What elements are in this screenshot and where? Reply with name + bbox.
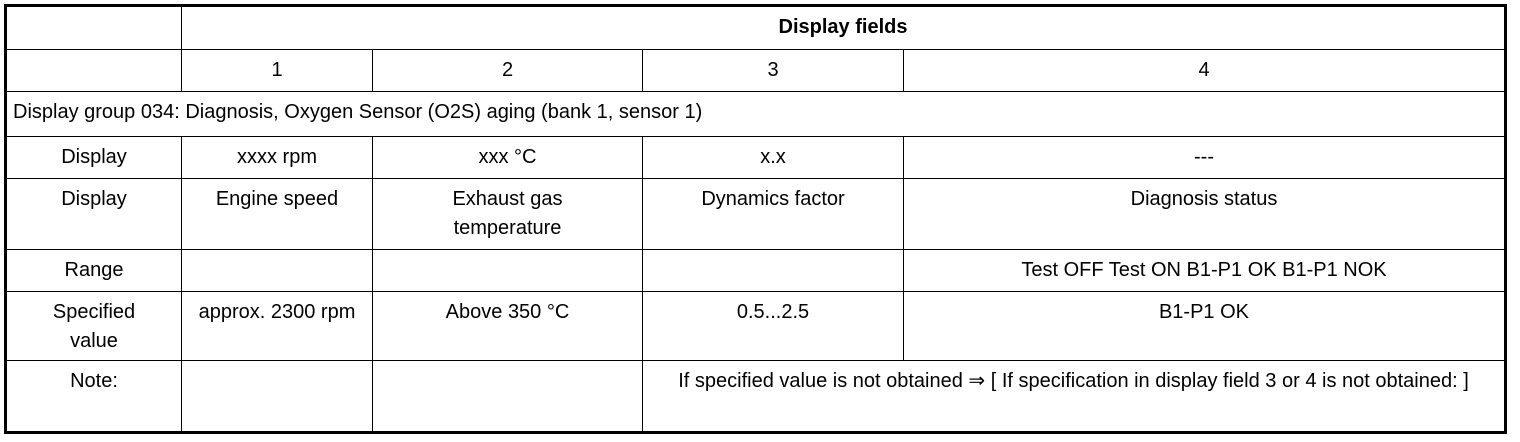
cell: xxxx rpm: [181, 136, 373, 179]
header-title: Display fields: [181, 5, 1506, 50]
cell: Test OFF Test ON B1-P1 OK B1-P1 NOK: [903, 249, 1506, 292]
field-number: 4: [903, 49, 1506, 92]
display-value-row: Display xxxx rpm xxx °C x.x ---: [5, 136, 1506, 179]
cell: x.x: [642, 136, 904, 179]
empty-cell: [181, 249, 373, 292]
row-label: Specified value: [5, 291, 182, 361]
cell-text: If specified value is not obtained ⇒ [ I…: [678, 370, 1469, 392]
cell-text: Exhaust gas temperature: [452, 188, 563, 239]
cell: Diagnosis status: [903, 178, 1506, 250]
specified-row: Specified value approx. 2300 rpm Above 3…: [5, 291, 1506, 361]
cell: Dynamics factor: [642, 178, 904, 250]
empty-cell: [181, 360, 373, 433]
header-row: Display fields: [5, 5, 1506, 50]
group-row: Display group 034: Diagnosis, Oxygen Sen…: [5, 91, 1506, 137]
cell: ---: [903, 136, 1506, 179]
cell: 0.5...2.5: [642, 291, 904, 361]
empty-cell: [5, 5, 182, 50]
field-number: 1: [181, 49, 373, 92]
cell-text: Specified value: [52, 301, 136, 352]
cell: If specified value is not obtained ⇒ [ I…: [642, 360, 1506, 433]
cell: approx. 2300 rpm: [181, 291, 373, 361]
cell: Above 350 °C: [372, 291, 643, 361]
field-number-row: 1 2 3 4: [5, 49, 1506, 92]
group-title: Display group 034: Diagnosis, Oxygen Sen…: [5, 91, 1506, 137]
cell: xxx °C: [372, 136, 643, 179]
row-label: Note:: [5, 360, 182, 433]
empty-cell: [372, 249, 643, 292]
row-label: Display: [5, 178, 182, 250]
cell: Engine speed: [181, 178, 373, 250]
row-label: Display: [5, 136, 182, 179]
cell-text: approx. 2300 rpm: [198, 301, 356, 323]
note-row: Note: If specified value is not obtained…: [5, 360, 1506, 433]
display-group-table: Display fields 1 2 3 4 Display group 034…: [4, 4, 1507, 434]
display-name-row: Display Engine speed Exhaust gas tempera…: [5, 178, 1506, 250]
cell: Exhaust gas temperature: [372, 178, 643, 250]
field-number: 2: [372, 49, 643, 92]
range-row: Range Test OFF Test ON B1-P1 OK B1-P1 NO…: [5, 249, 1506, 292]
empty-cell: [642, 249, 904, 292]
row-label: Range: [5, 249, 182, 292]
empty-cell: [372, 360, 643, 433]
cell: B1-P1 OK: [903, 291, 1506, 361]
field-number: 3: [642, 49, 904, 92]
empty-cell: [5, 49, 182, 92]
